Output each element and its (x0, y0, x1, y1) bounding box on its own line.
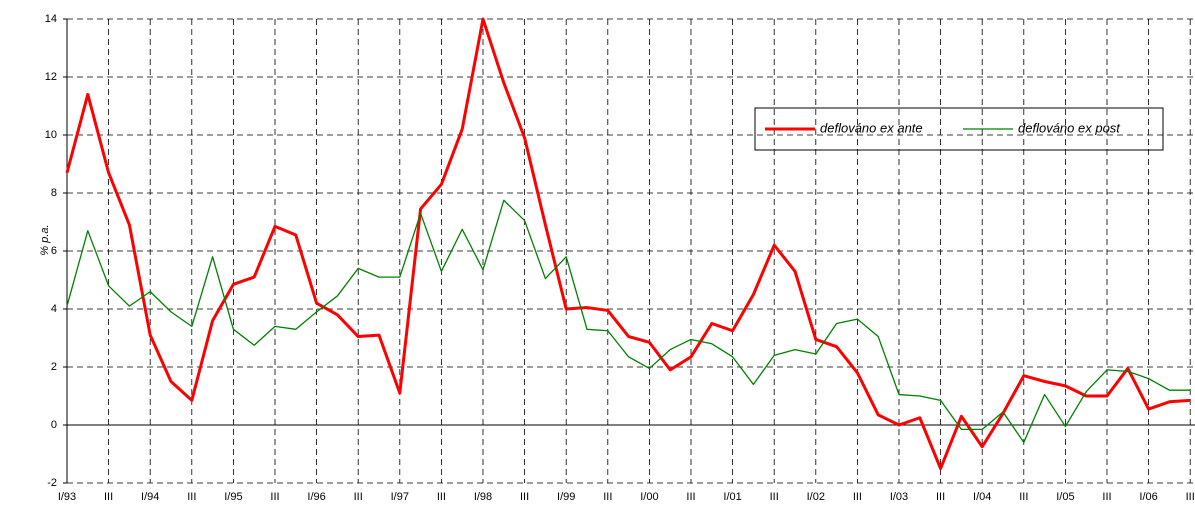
y-tick-label: 2 (51, 361, 57, 373)
x-tick-label: I/99 (557, 491, 575, 503)
x-tick-label: I/00 (640, 491, 658, 503)
x-tick-label: I/05 (1056, 491, 1074, 503)
x-tick-label: III (686, 491, 695, 503)
y-tick-label: 10 (45, 129, 57, 141)
x-tick-label: III (1186, 491, 1195, 503)
x-tick-label: I/03 (890, 491, 908, 503)
x-tick-label: I/97 (391, 491, 409, 503)
y-axis-label: % p.a. (39, 224, 51, 255)
legend-label: deflováno ex post (1018, 120, 1121, 135)
y-tick-label: 4 (51, 303, 57, 315)
x-tick-label: III (936, 491, 945, 503)
y-tick-label: 8 (51, 187, 57, 199)
x-tick-label: I/94 (141, 491, 159, 503)
x-tick-label: III (1019, 491, 1028, 503)
x-tick-label: I/01 (723, 491, 741, 503)
x-tick-label: III (770, 491, 779, 503)
y-tick-label: 12 (45, 71, 57, 83)
legend-box (754, 107, 1164, 151)
data-line (65, 17, 1191, 470)
x-tick-label: III (354, 491, 363, 503)
x-tick-label: I/93 (58, 491, 76, 503)
x-tick-label: III (104, 491, 113, 503)
x-tick-label: III (437, 491, 446, 503)
x-tick-label: III (187, 491, 196, 503)
x-tick-label: III (603, 491, 612, 503)
x-tick-label: I/04 (973, 491, 991, 503)
y-tick-label: 6 (51, 245, 57, 257)
x-tick-label: I/98 (474, 491, 492, 503)
x-tick-label: I/02 (807, 491, 825, 503)
data-line (66, 199, 1191, 444)
x-tick-label: III (1102, 491, 1111, 503)
y-tick-label: -2 (47, 477, 57, 489)
x-tick-label: I/95 (224, 491, 242, 503)
y-tick-label: 0 (51, 419, 57, 431)
legend-label: deflováno ex ante (820, 120, 923, 135)
x-tick-label: I/06 (1139, 491, 1157, 503)
x-tick-label: III (270, 491, 279, 503)
x-tick-label: III (520, 491, 529, 503)
x-tick-label: I/96 (307, 491, 325, 503)
y-tick-label: 14 (45, 13, 57, 25)
x-tick-label: III (853, 491, 862, 503)
